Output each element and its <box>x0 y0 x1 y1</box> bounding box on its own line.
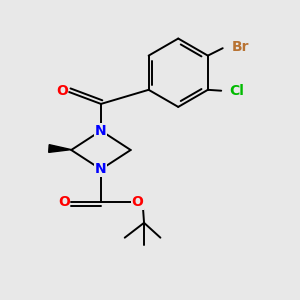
Text: O: O <box>56 84 68 98</box>
Text: N: N <box>95 162 107 176</box>
Text: O: O <box>131 195 143 209</box>
Text: N: N <box>95 124 107 138</box>
Polygon shape <box>49 145 71 152</box>
Text: O: O <box>58 195 70 209</box>
Text: Br: Br <box>232 40 250 54</box>
Text: Cl: Cl <box>230 84 244 98</box>
